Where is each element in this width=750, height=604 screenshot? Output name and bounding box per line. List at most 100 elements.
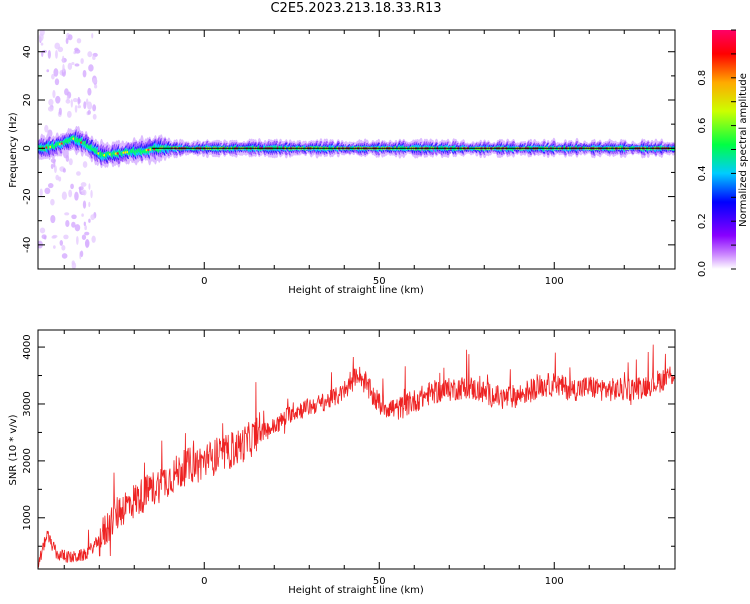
spectrogram-speckle [40,42,44,46]
snr-ytick-label: 3000 [22,391,33,416]
snr-axes: 0 50 100 1000 2000 3000 4000 [22,330,675,587]
spectrogram-speckle [91,33,94,39]
spectrogram-speckle [64,88,69,96]
spectrogram-speckle [76,171,81,176]
spectrogram-speckle [82,69,87,78]
snr-ylabel: SNR (10 * v/v) [8,414,19,485]
spectrogram-speckle [87,110,91,115]
spectrogram-speckle [48,98,54,106]
spectrogram-speckle [38,33,44,42]
spectrogram-speckle [50,198,55,206]
spectrogram-speckle [94,84,98,89]
spectrogram-speckle [92,104,97,112]
spectrogram-axes: 0 50 100 -40 -20 0 20 40 [22,30,675,287]
snr-series-line [38,344,675,568]
spectrogram-speckle [55,50,58,59]
spectrogram-xlabel: Height of straight line (km) [288,285,424,296]
spectrogram-speckle [76,235,79,245]
spectrogram-speckle [62,55,65,64]
spectrogram-speckle [79,186,82,194]
spectrogram-speckle [83,221,86,226]
spectrogram-speckle [64,212,70,216]
spectrogram-speckle [62,168,66,173]
spectrogram-speckle [87,51,93,58]
spectrogram-speckle [84,225,87,231]
spectrogram-speckle [92,78,98,84]
spectrogram-speckle [72,97,78,103]
spectrogram-xtick-label: 50 [373,276,386,287]
spectrogram-speckle [39,227,46,234]
spectrogram-speckle [44,124,49,133]
spectrogram-speckle [92,55,96,60]
colorbar-tick-label: 0.0 [697,261,708,277]
spectrogram-speckle [80,250,84,258]
spectrogram-ytick-label: 40 [22,45,33,58]
spectrogram-speckle [71,221,76,228]
spectrogram-panel: 0 50 100 -40 -20 0 20 40 Height of straight lin… [8,29,676,296]
spectrogram-speckle [88,201,91,208]
snr-ytick-label: 2000 [22,448,33,473]
spectrogram-speckle [70,183,74,190]
spectrogram-speckle [76,38,82,44]
spectrogram-speckle [87,101,93,110]
spectrogram-speckle [77,96,81,105]
spectrogram-xtick-label: 0 [201,276,207,287]
spectrogram-speckle [44,187,51,195]
colorbar-tick-label: 0.4 [697,165,708,181]
spectrogram-speckle [81,234,87,240]
spectrogram-speckle [88,183,91,190]
spectrogram-speckle [74,49,81,54]
spectrogram-ytick-label: 20 [22,94,33,107]
chart-title: C2E5.2023.213.18.33.R13 [270,1,442,16]
spectrogram-speckle [52,90,56,98]
spectrogram-speckle [74,63,80,67]
spectrogram-speckle [51,73,55,80]
snr-xlabel: Height of straight line (km) [288,585,424,596]
spectrogram-speckle [71,260,75,266]
spectrogram-speckle [41,234,47,240]
spectrogram-speckle [88,64,94,72]
snr-frame [37,329,676,570]
snr-xtick-label: 100 [545,576,564,587]
spectrogram-speckle [70,99,73,108]
spectrogram-speckle [55,95,61,104]
spectrogram-speckle [84,239,90,248]
spectrogram-speckle [58,107,62,115]
spectrogram-speckle [74,224,81,232]
spectrogram-speckle [53,245,56,249]
colorbar: 0.0 0.2 0.4 0.6 0.8 Normalized spectral ampl… [697,29,749,277]
snr-series-group [38,344,675,568]
spectrogram-speckle [87,87,92,96]
snr-xtick-label: 50 [373,576,386,587]
spectrogram-speckle [90,189,93,199]
spectrogram-speckle [53,158,56,168]
spectrogram-speckle [65,37,69,44]
spectrogram-speckle [68,189,73,198]
snr-plot-area [38,330,675,569]
spectrogram-speckle [80,182,87,187]
spectrogram-speckle [90,214,95,221]
colorbar-tick-label: 0.2 [697,213,708,229]
spectrogram-speckle [82,200,87,209]
spectrogram-speckle [61,253,68,259]
spectrogram-speckle [68,158,73,166]
spectrogram-speckle [39,188,43,197]
snr-ytick-label: 4000 [22,334,33,359]
spectrogram-speckle [81,189,86,195]
spectrogram-speckle [74,191,79,201]
spectrogram-speckle [47,49,51,59]
spectrogram-speckle [67,62,73,70]
spectrogram-speckle [71,214,77,220]
spectrogram-speckle [67,34,73,41]
spectrogram-speckle [52,234,58,239]
spectrogram-speckle [61,244,66,251]
spectrogram-speckle [71,61,75,66]
spectrogram-xtick-label: 100 [545,276,564,287]
spectrogram-frame [37,29,676,270]
spectrogram-speckle [84,231,90,236]
spectrogram-speckle [50,163,54,170]
spectrogram-speckle [41,50,44,57]
spectrogram-speckle [55,174,60,181]
spectrogram-speckle [63,234,69,240]
